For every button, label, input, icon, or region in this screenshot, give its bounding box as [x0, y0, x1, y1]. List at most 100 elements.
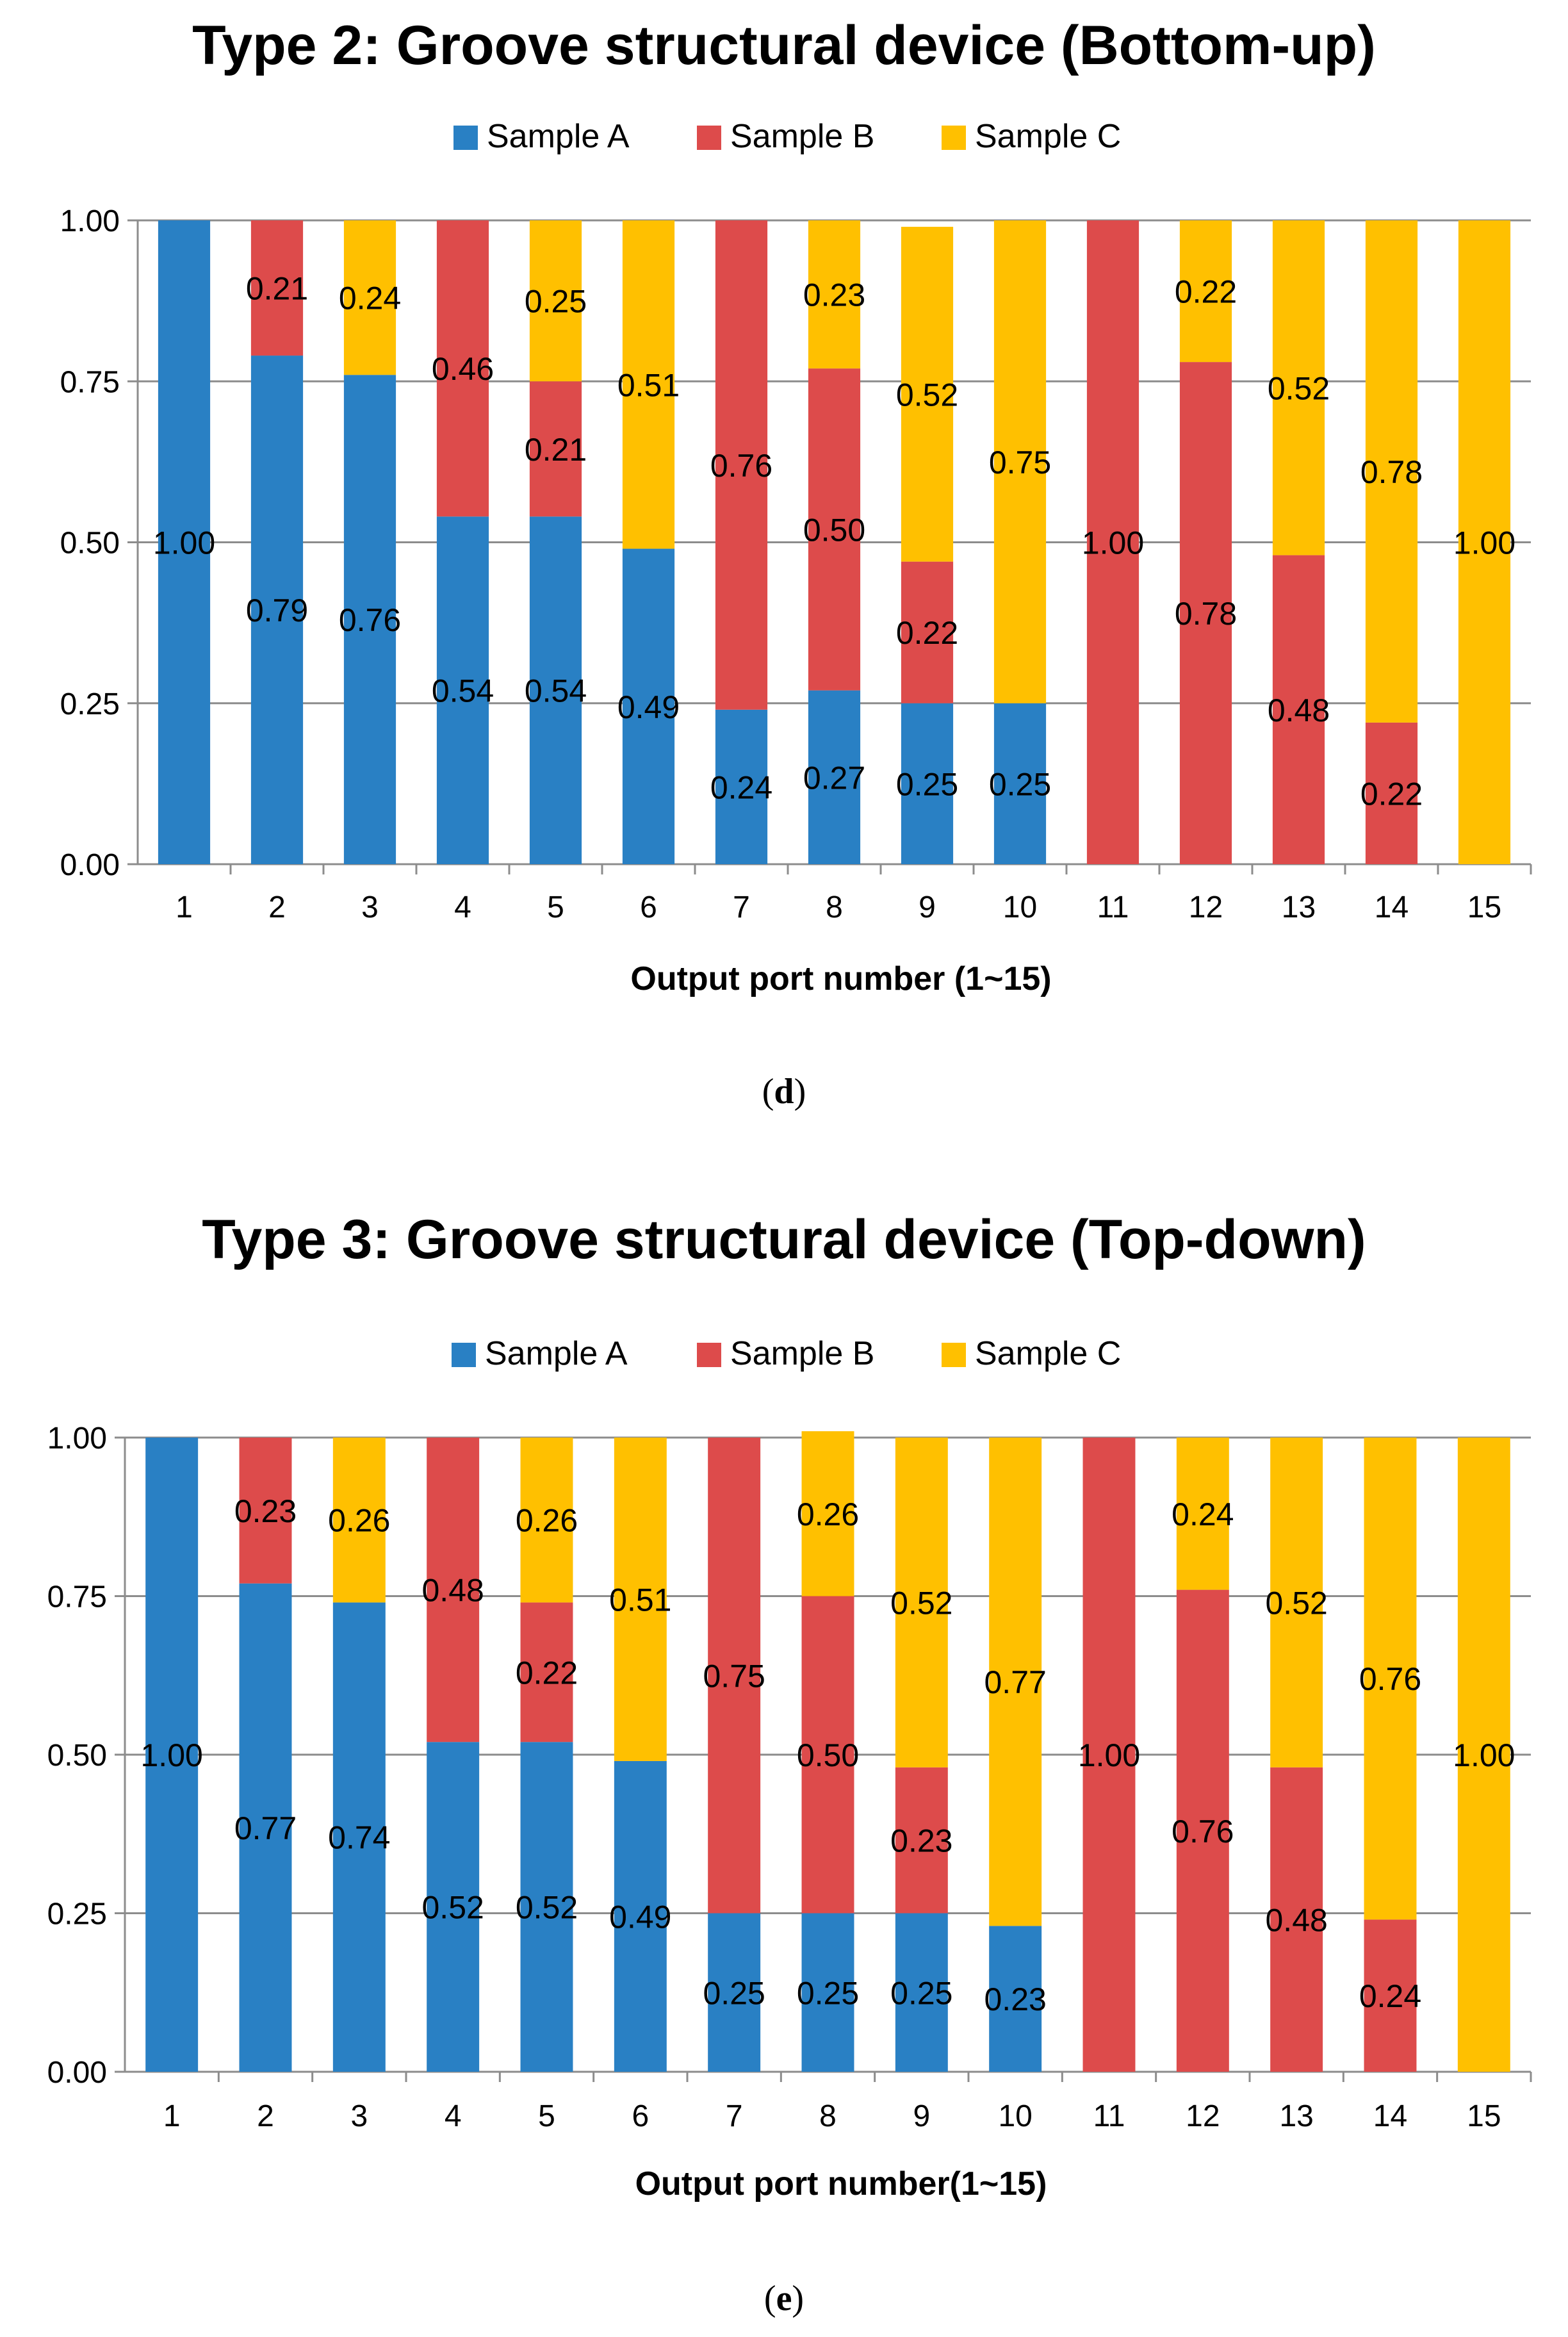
x-tick-label: 12: [1186, 2099, 1220, 2133]
data-label: 0.76: [1359, 1661, 1421, 1697]
legend-label: Sample A: [487, 118, 630, 155]
bar-sample-a-port-2: [250, 356, 304, 864]
bar-sample-a-port-6: [622, 548, 675, 864]
bar-sample-a-port-10: [989, 1926, 1042, 2072]
bar-sample-c-port-8: [801, 1431, 854, 1596]
panel-caption: (d): [762, 1072, 806, 1111]
bar-sample-a-port-5: [520, 1742, 573, 2072]
data-label: 0.75: [989, 445, 1051, 480]
bar-sample-a-port-8: [801, 1913, 854, 2072]
x-tick-label: 15: [1467, 890, 1501, 924]
x-tick-label: 3: [350, 2099, 368, 2133]
panel-caption: (e): [764, 2279, 804, 2318]
data-label: 1.00: [141, 1737, 203, 1773]
data-label: 0.46: [432, 351, 494, 387]
bar-sample-a-port-7: [708, 1913, 761, 2072]
data-label: 0.24: [710, 769, 772, 805]
data-label: 0.50: [797, 1737, 859, 1773]
x-tick-label: 9: [919, 890, 936, 924]
bar-sample-c-port-15: [1457, 1438, 1510, 2072]
data-label: 0.24: [339, 281, 401, 316]
x-tick-label: 7: [733, 890, 750, 924]
x-tick-label: 7: [726, 2099, 743, 2133]
legend-label: Sample C: [975, 1335, 1121, 1372]
bar-sample-b-port-7: [708, 1438, 761, 1914]
x-tick-label: 5: [547, 890, 564, 924]
caption-open-paren: (: [764, 2279, 776, 2318]
data-label: 0.76: [1172, 1814, 1234, 1849]
data-label: 0.49: [609, 1899, 671, 1935]
data-label: 0.78: [1175, 596, 1237, 632]
data-label: 1.00: [1078, 1737, 1140, 1773]
data-label: 0.25: [989, 766, 1051, 802]
bar-sample-b-port-4: [436, 220, 489, 517]
x-tick-label: 9: [913, 2099, 930, 2133]
data-label: 0.52: [890, 1585, 952, 1621]
bar-sample-b-port-14: [1365, 722, 1418, 864]
data-label: 0.51: [617, 367, 680, 403]
chart-title: Type 3: Groove structural device (Top-do…: [202, 1209, 1366, 1270]
bar-sample-c-port-3: [343, 220, 396, 375]
caption-close-paren: ): [794, 1072, 806, 1111]
data-label: 0.21: [525, 432, 587, 468]
y-tick-label: 1.00: [47, 1422, 107, 1456]
caption-letter: e: [776, 2279, 792, 2318]
bar-sample-b-port-11: [1086, 220, 1139, 864]
bar-sample-a-port-10: [993, 703, 1047, 864]
bar-sample-c-port-15: [1458, 220, 1511, 864]
chart-title: Type 2: Groove structural device (Bottom…: [192, 15, 1376, 76]
x-tick-label: 2: [257, 2099, 274, 2133]
chart-panel-d: Type 2: Groove structural device (Bottom…: [0, 0, 1568, 1168]
bar-sample-c-port-9: [901, 227, 954, 562]
data-label: 0.26: [328, 1503, 390, 1539]
bar-sample-a-port-3: [343, 375, 396, 864]
data-label: 0.23: [234, 1493, 297, 1529]
x-tick-label: 14: [1373, 2099, 1407, 2133]
chart-svg: Type 2: Groove structural device (Bottom…: [60, 15, 1532, 1111]
bar-sample-a-port-8: [808, 690, 861, 864]
data-label: 1.00: [153, 525, 215, 561]
bar-sample-b-port-9: [901, 561, 954, 703]
y-tick-label: 0.50: [60, 527, 120, 561]
data-label: 0.25: [896, 766, 958, 802]
data-label: 0.74: [328, 1820, 390, 1856]
y-tick-label: 0.00: [47, 2056, 107, 2090]
data-label: 0.22: [1175, 274, 1237, 310]
data-label: 0.23: [984, 1981, 1047, 2017]
y-tick-label: 0.25: [60, 687, 120, 721]
data-label: 0.77: [234, 1810, 297, 1846]
bar-sample-b-port-13: [1272, 555, 1325, 864]
data-label: 0.24: [1172, 1496, 1234, 1532]
bar-sample-a-port-2: [239, 1583, 292, 2072]
data-label: 0.26: [516, 1503, 578, 1539]
bar-sample-b-port-7: [715, 220, 768, 710]
bar-sample-b-port-8: [801, 1596, 854, 1914]
data-label: 0.22: [1360, 776, 1423, 812]
bar-sample-c-port-12: [1176, 1438, 1229, 1590]
bar-sample-b-port-2: [239, 1438, 292, 1584]
data-label: 0.25: [703, 1975, 765, 2011]
bar-sample-c-port-6: [622, 220, 675, 549]
bar-sample-b-port-14: [1364, 1919, 1417, 2072]
bar-sample-b-port-12: [1179, 362, 1232, 864]
data-label: 0.77: [984, 1664, 1047, 1700]
data-label: 0.52: [1266, 1585, 1328, 1621]
data-label: 0.48: [1266, 1902, 1328, 1938]
bar-sample-a-port-5: [529, 516, 582, 864]
chart-panel-e: Type 3: Groove structural device (Top-do…: [0, 1168, 1568, 2337]
data-label: 0.22: [896, 615, 958, 651]
data-label: 0.49: [617, 689, 680, 725]
legend-swatch-sample-b: [697, 126, 721, 150]
bar-sample-b-port-5: [529, 381, 582, 517]
data-label: 0.48: [1268, 693, 1330, 728]
bar-sample-b-port-4: [427, 1438, 480, 1742]
legend-label: Sample B: [730, 1335, 874, 1372]
bar-sample-b-port-12: [1176, 1589, 1229, 2072]
x-tick-label: 13: [1282, 890, 1316, 924]
bar-sample-a-port-1: [145, 1438, 199, 2072]
bar-sample-b-port-8: [808, 368, 861, 691]
bar-sample-c-port-13: [1272, 220, 1325, 555]
legend-swatch-sample-c: [942, 126, 966, 150]
data-label: 0.76: [339, 602, 401, 638]
chart-svg: Type 3: Groove structural device (Top-do…: [47, 1209, 1532, 2318]
